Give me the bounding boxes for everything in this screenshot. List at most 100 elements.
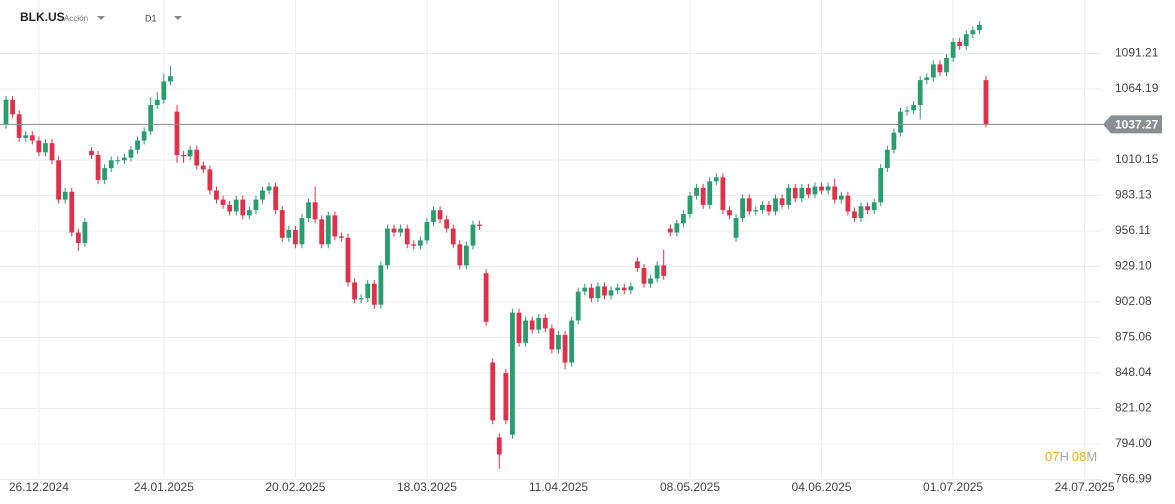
candle-body	[286, 229, 292, 238]
candle-body	[16, 114, 22, 138]
candle-body	[845, 195, 851, 212]
candle-body	[417, 240, 423, 246]
candle-body	[805, 187, 811, 195]
candle-body	[542, 317, 548, 329]
candle-body	[858, 206, 864, 219]
instrument-kind: Acción	[64, 14, 88, 23]
candles	[3, 21, 989, 469]
candle-body	[727, 210, 732, 216]
y-tick-label: 956.11	[1115, 223, 1151, 237]
candle-body	[121, 157, 127, 161]
candle-body	[634, 261, 640, 268]
candle-body	[628, 286, 634, 291]
countdown-hours-unit: H	[1059, 449, 1068, 464]
candle-body	[36, 140, 42, 153]
candle-body	[154, 99, 160, 106]
candle-body	[95, 154, 101, 180]
candle-body	[898, 111, 903, 133]
candle-body	[431, 210, 436, 222]
candle-body	[976, 24, 982, 31]
y-tick-label: 848.04	[1115, 365, 1152, 379]
candle-body	[786, 187, 792, 205]
candle-body	[641, 267, 647, 284]
candle-body	[477, 224, 482, 226]
candle-body	[819, 186, 824, 191]
candle-body	[825, 186, 831, 191]
candle-body	[352, 282, 357, 300]
candle-body	[69, 191, 75, 233]
candle-body	[450, 228, 456, 245]
candle-body	[391, 228, 397, 233]
candle-body	[82, 221, 88, 243]
candle-body	[483, 273, 489, 322]
candle-body	[306, 202, 311, 219]
candle-body	[608, 290, 614, 296]
candle-body	[194, 149, 200, 166]
candle-body	[325, 215, 331, 245]
candle-body	[365, 283, 371, 299]
x-tick-label: 08.05.2025	[660, 480, 720, 494]
candle-body	[174, 111, 180, 155]
candle-body	[575, 291, 581, 321]
candle-body	[214, 190, 219, 200]
candle-body	[135, 140, 140, 150]
candle-body	[128, 149, 134, 158]
countdown: 07H 08M	[1045, 449, 1097, 464]
candle-body	[332, 215, 338, 237]
candle-body	[963, 34, 969, 46]
candle-body	[266, 186, 272, 191]
candle-body	[496, 437, 502, 455]
candle-body	[463, 245, 469, 266]
candle-body	[812, 186, 818, 195]
candle-body	[510, 312, 515, 435]
candle-body	[556, 334, 561, 350]
timeframe[interactable]: D1	[145, 13, 157, 23]
candle-body	[832, 186, 838, 200]
countdown-minutes: 08	[1072, 449, 1086, 464]
candle-body	[233, 199, 239, 212]
candle-body	[865, 206, 870, 211]
candle-body	[950, 42, 956, 58]
candle-body	[339, 236, 344, 238]
candle-body	[779, 198, 785, 205]
x-tick-label: 18.03.2025	[397, 480, 457, 494]
candle-body	[713, 177, 719, 182]
y-tick-label: 983.13	[1115, 188, 1152, 202]
candle-body	[246, 210, 252, 216]
y-tick-label: 794.00	[1115, 436, 1152, 450]
x-tick-label: 24.01.2025	[134, 480, 194, 494]
candle-body	[588, 287, 594, 299]
candle-body	[852, 211, 857, 219]
y-tick-label: 875.06	[1115, 330, 1152, 344]
dropdown-arrow[interactable]	[174, 16, 182, 20]
candle-body	[404, 228, 410, 245]
candle-body	[43, 143, 48, 153]
candle-body	[720, 177, 726, 211]
candle-body	[273, 186, 279, 211]
candle-body	[181, 154, 186, 157]
candle-body	[200, 165, 206, 170]
candle-body	[3, 99, 9, 125]
x-tick-label: 24.07.2025	[1055, 480, 1115, 494]
candle-body	[10, 99, 15, 115]
last-price-tag	[1103, 115, 1162, 134]
countdown-hours: 07	[1045, 449, 1059, 464]
candle-body	[444, 219, 450, 229]
candle-body	[773, 198, 778, 212]
candle-body	[654, 265, 660, 279]
candle-body	[602, 286, 607, 296]
dropdown-arrow[interactable]	[97, 16, 105, 20]
candle-body	[667, 228, 673, 233]
candle-body	[911, 105, 917, 111]
symbol[interactable]: BLK.US	[20, 10, 65, 24]
candle-body	[674, 223, 680, 233]
candle-body	[766, 204, 772, 212]
candle-body	[292, 229, 298, 245]
candle-body	[621, 287, 627, 291]
candle-body	[891, 132, 897, 150]
y-tick-label: 902.08	[1115, 294, 1152, 308]
candle-body	[503, 373, 509, 421]
overlay: 1037.27	[0, 115, 1162, 134]
y-tick-label: 1010.15	[1115, 152, 1159, 166]
candle-body	[681, 214, 686, 224]
